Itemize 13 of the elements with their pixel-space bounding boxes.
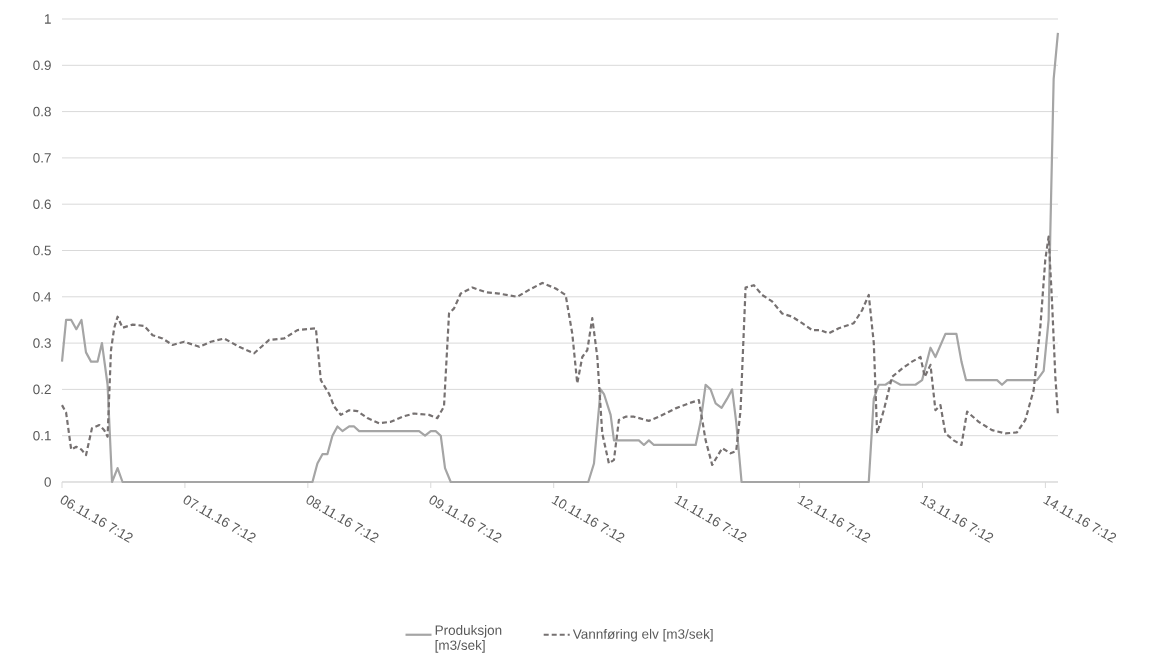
y-tick-label: 0.5 [33, 245, 51, 256]
y-tick-label: 0.6 [33, 199, 51, 209]
y-tick-label: 0.8 [33, 106, 51, 117]
legend-label: Vannføring elv [m3/sek] [572, 628, 713, 642]
y-tick-label: 0.9 [33, 60, 51, 71]
y-tick-label: 0.7 [33, 153, 51, 163]
y-tick-label: 0.3 [33, 338, 51, 348]
y-tick-label: 1 [44, 14, 51, 24]
y-tick-label: 0.4 [33, 292, 52, 302]
y-tick-label: 0.2 [33, 384, 51, 395]
y-tick-label: 0.1 [33, 430, 51, 441]
y-tick-label: 0 [44, 477, 51, 487]
legend-label: Produksjon [m3/sek] [435, 625, 502, 653]
